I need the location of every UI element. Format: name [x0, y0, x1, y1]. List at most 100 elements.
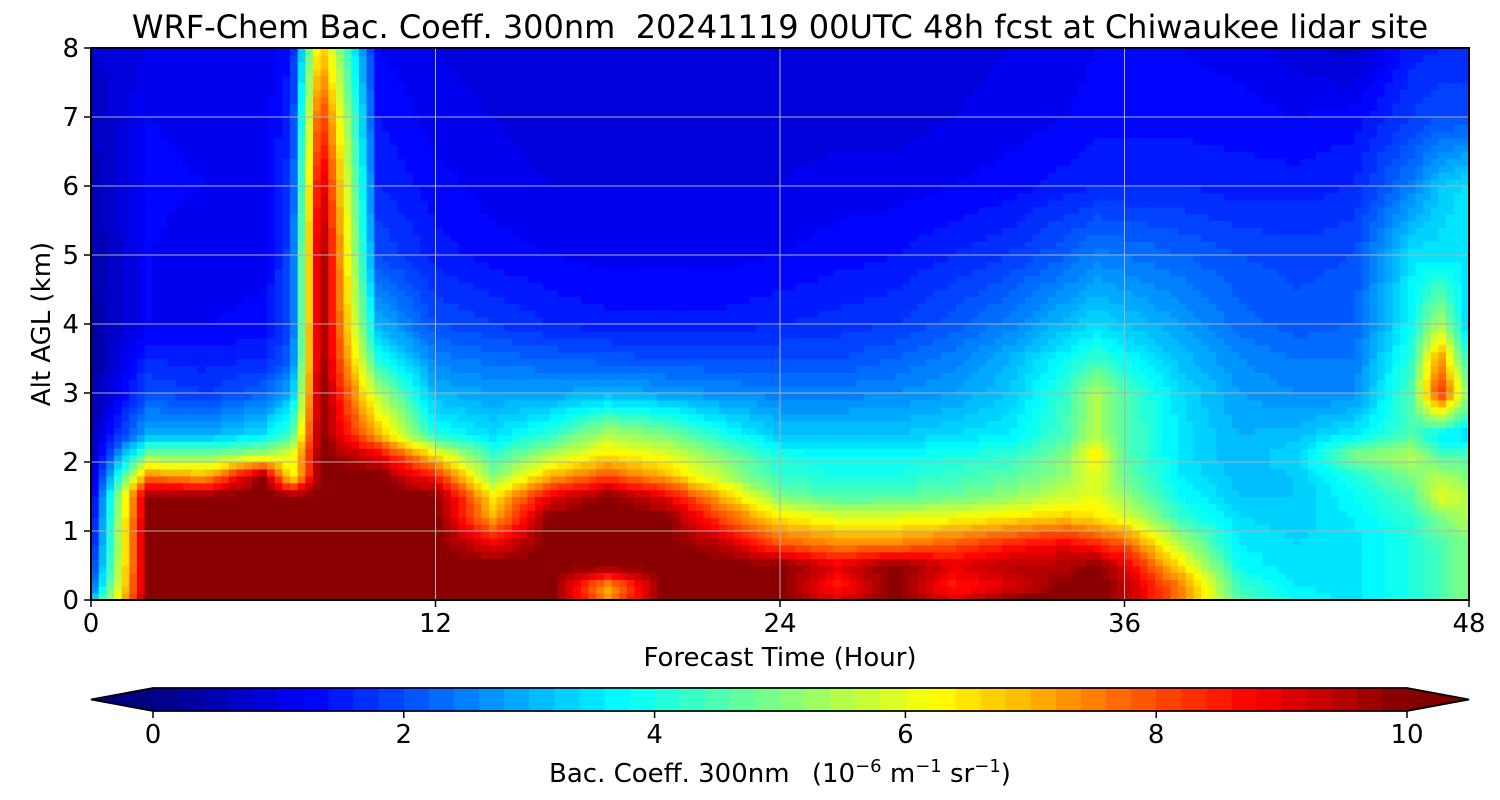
heatmap-cell	[397, 448, 406, 456]
heatmap-cell	[343, 531, 352, 539]
heatmap-cell	[374, 475, 383, 484]
heatmap-cell	[1315, 593, 1325, 600]
heatmap-cell	[1178, 586, 1187, 594]
heatmap-cell	[1017, 455, 1026, 463]
heatmap-cell	[626, 524, 636, 532]
heatmap-cell	[672, 496, 682, 504]
heatmap-cell	[1407, 565, 1417, 573]
heatmap-cell	[404, 496, 414, 504]
heatmap-cell	[496, 565, 505, 573]
heatmap-cell	[726, 572, 735, 580]
heatmap-cell	[267, 482, 276, 491]
heatmap-cell	[297, 537, 306, 546]
heatmap-cell	[619, 489, 628, 498]
heatmap-cell	[1101, 510, 1110, 518]
heatmap-cell	[1384, 455, 1394, 463]
heatmap-cell	[802, 406, 812, 415]
heatmap-cell	[381, 434, 391, 442]
heatmap-cell	[1216, 413, 1225, 422]
heatmap-cell	[343, 572, 352, 580]
heatmap-cell	[550, 517, 559, 525]
heatmap-cell	[1002, 441, 1011, 449]
heatmap-cell	[167, 503, 176, 511]
heatmap-cell	[1193, 593, 1202, 600]
heatmap-cell	[259, 537, 268, 546]
heatmap-cell	[787, 496, 796, 504]
heatmap-cell	[1193, 420, 1202, 429]
heatmap-cell	[458, 448, 467, 456]
heatmap-cell	[481, 441, 490, 449]
heatmap-cell	[1430, 593, 1439, 600]
heatmap-cell	[1224, 565, 1233, 573]
heatmap-cell	[802, 593, 812, 600]
heatmap-cell	[1369, 503, 1378, 511]
heatmap-cell	[780, 503, 789, 511]
heatmap-cell	[450, 434, 460, 442]
heatmap-cell	[619, 482, 628, 491]
heatmap-cell	[1338, 475, 1348, 484]
heatmap-cell	[726, 544, 735, 553]
heatmap-cell	[1407, 524, 1417, 532]
heatmap-cell	[611, 524, 620, 532]
heatmap-cell	[1461, 420, 1469, 429]
heatmap-cell	[1400, 427, 1409, 435]
heatmap-cell	[542, 544, 551, 553]
heatmap-cell	[925, 503, 934, 511]
heatmap-cell	[1002, 593, 1011, 600]
heatmap-cell	[933, 517, 942, 525]
heatmap-cell	[971, 406, 980, 415]
heatmap-cell	[772, 468, 781, 477]
heatmap-cell	[1162, 427, 1172, 435]
heatmap-cell	[1093, 503, 1103, 511]
heatmap-cell	[182, 441, 192, 449]
heatmap-cell	[1354, 537, 1363, 546]
heatmap-cell	[1331, 524, 1340, 532]
heatmap-cell	[152, 565, 161, 573]
heatmap-cell	[573, 468, 582, 477]
heatmap-cell	[1277, 462, 1286, 470]
heatmap-cell	[136, 455, 146, 463]
heatmap-cell	[358, 524, 368, 532]
heatmap-cell	[1208, 524, 1217, 532]
heatmap-cell	[175, 558, 184, 567]
heatmap-cell	[389, 503, 398, 511]
heatmap-cell	[1430, 420, 1439, 429]
heatmap-cell	[267, 406, 276, 415]
heatmap-cell	[427, 572, 437, 580]
heatmap-cell	[1162, 448, 1172, 456]
heatmap-cell	[894, 455, 904, 463]
heatmap-cell	[1017, 468, 1026, 477]
heatmap-cell	[519, 593, 528, 600]
heatmap-cell	[1162, 420, 1172, 429]
heatmap-cell	[611, 441, 620, 449]
heatmap-cell	[994, 496, 1003, 504]
heatmap-cell	[159, 482, 169, 491]
heatmap-cell	[290, 496, 299, 504]
heatmap-cell	[313, 489, 322, 498]
heatmap-cell	[496, 503, 505, 511]
heatmap-cell	[818, 462, 827, 470]
heatmap-cell	[366, 503, 375, 511]
heatmap-cell	[335, 448, 345, 456]
heatmap-cell	[1446, 413, 1455, 422]
heatmap-cell	[1093, 586, 1103, 594]
heatmap-cell	[856, 448, 865, 456]
heatmap-cell	[956, 448, 965, 456]
heatmap-cell	[542, 503, 551, 511]
heatmap-cell	[688, 579, 697, 587]
heatmap-cell	[588, 413, 597, 422]
heatmap-cell	[1017, 434, 1026, 442]
heatmap-cell	[412, 496, 421, 504]
heatmap-cell	[282, 489, 291, 498]
heatmap-cell	[351, 441, 360, 449]
heatmap-cell	[512, 524, 521, 532]
heatmap-cell	[443, 475, 452, 484]
heatmap-cell	[152, 593, 161, 600]
heatmap-cell	[351, 510, 360, 518]
heatmap-cell	[887, 420, 896, 429]
heatmap-cell	[481, 489, 490, 498]
heatmap-cell	[328, 544, 337, 553]
heatmap-cell	[879, 448, 888, 456]
heatmap-cell	[1453, 475, 1462, 484]
heatmap-cell	[282, 565, 291, 573]
